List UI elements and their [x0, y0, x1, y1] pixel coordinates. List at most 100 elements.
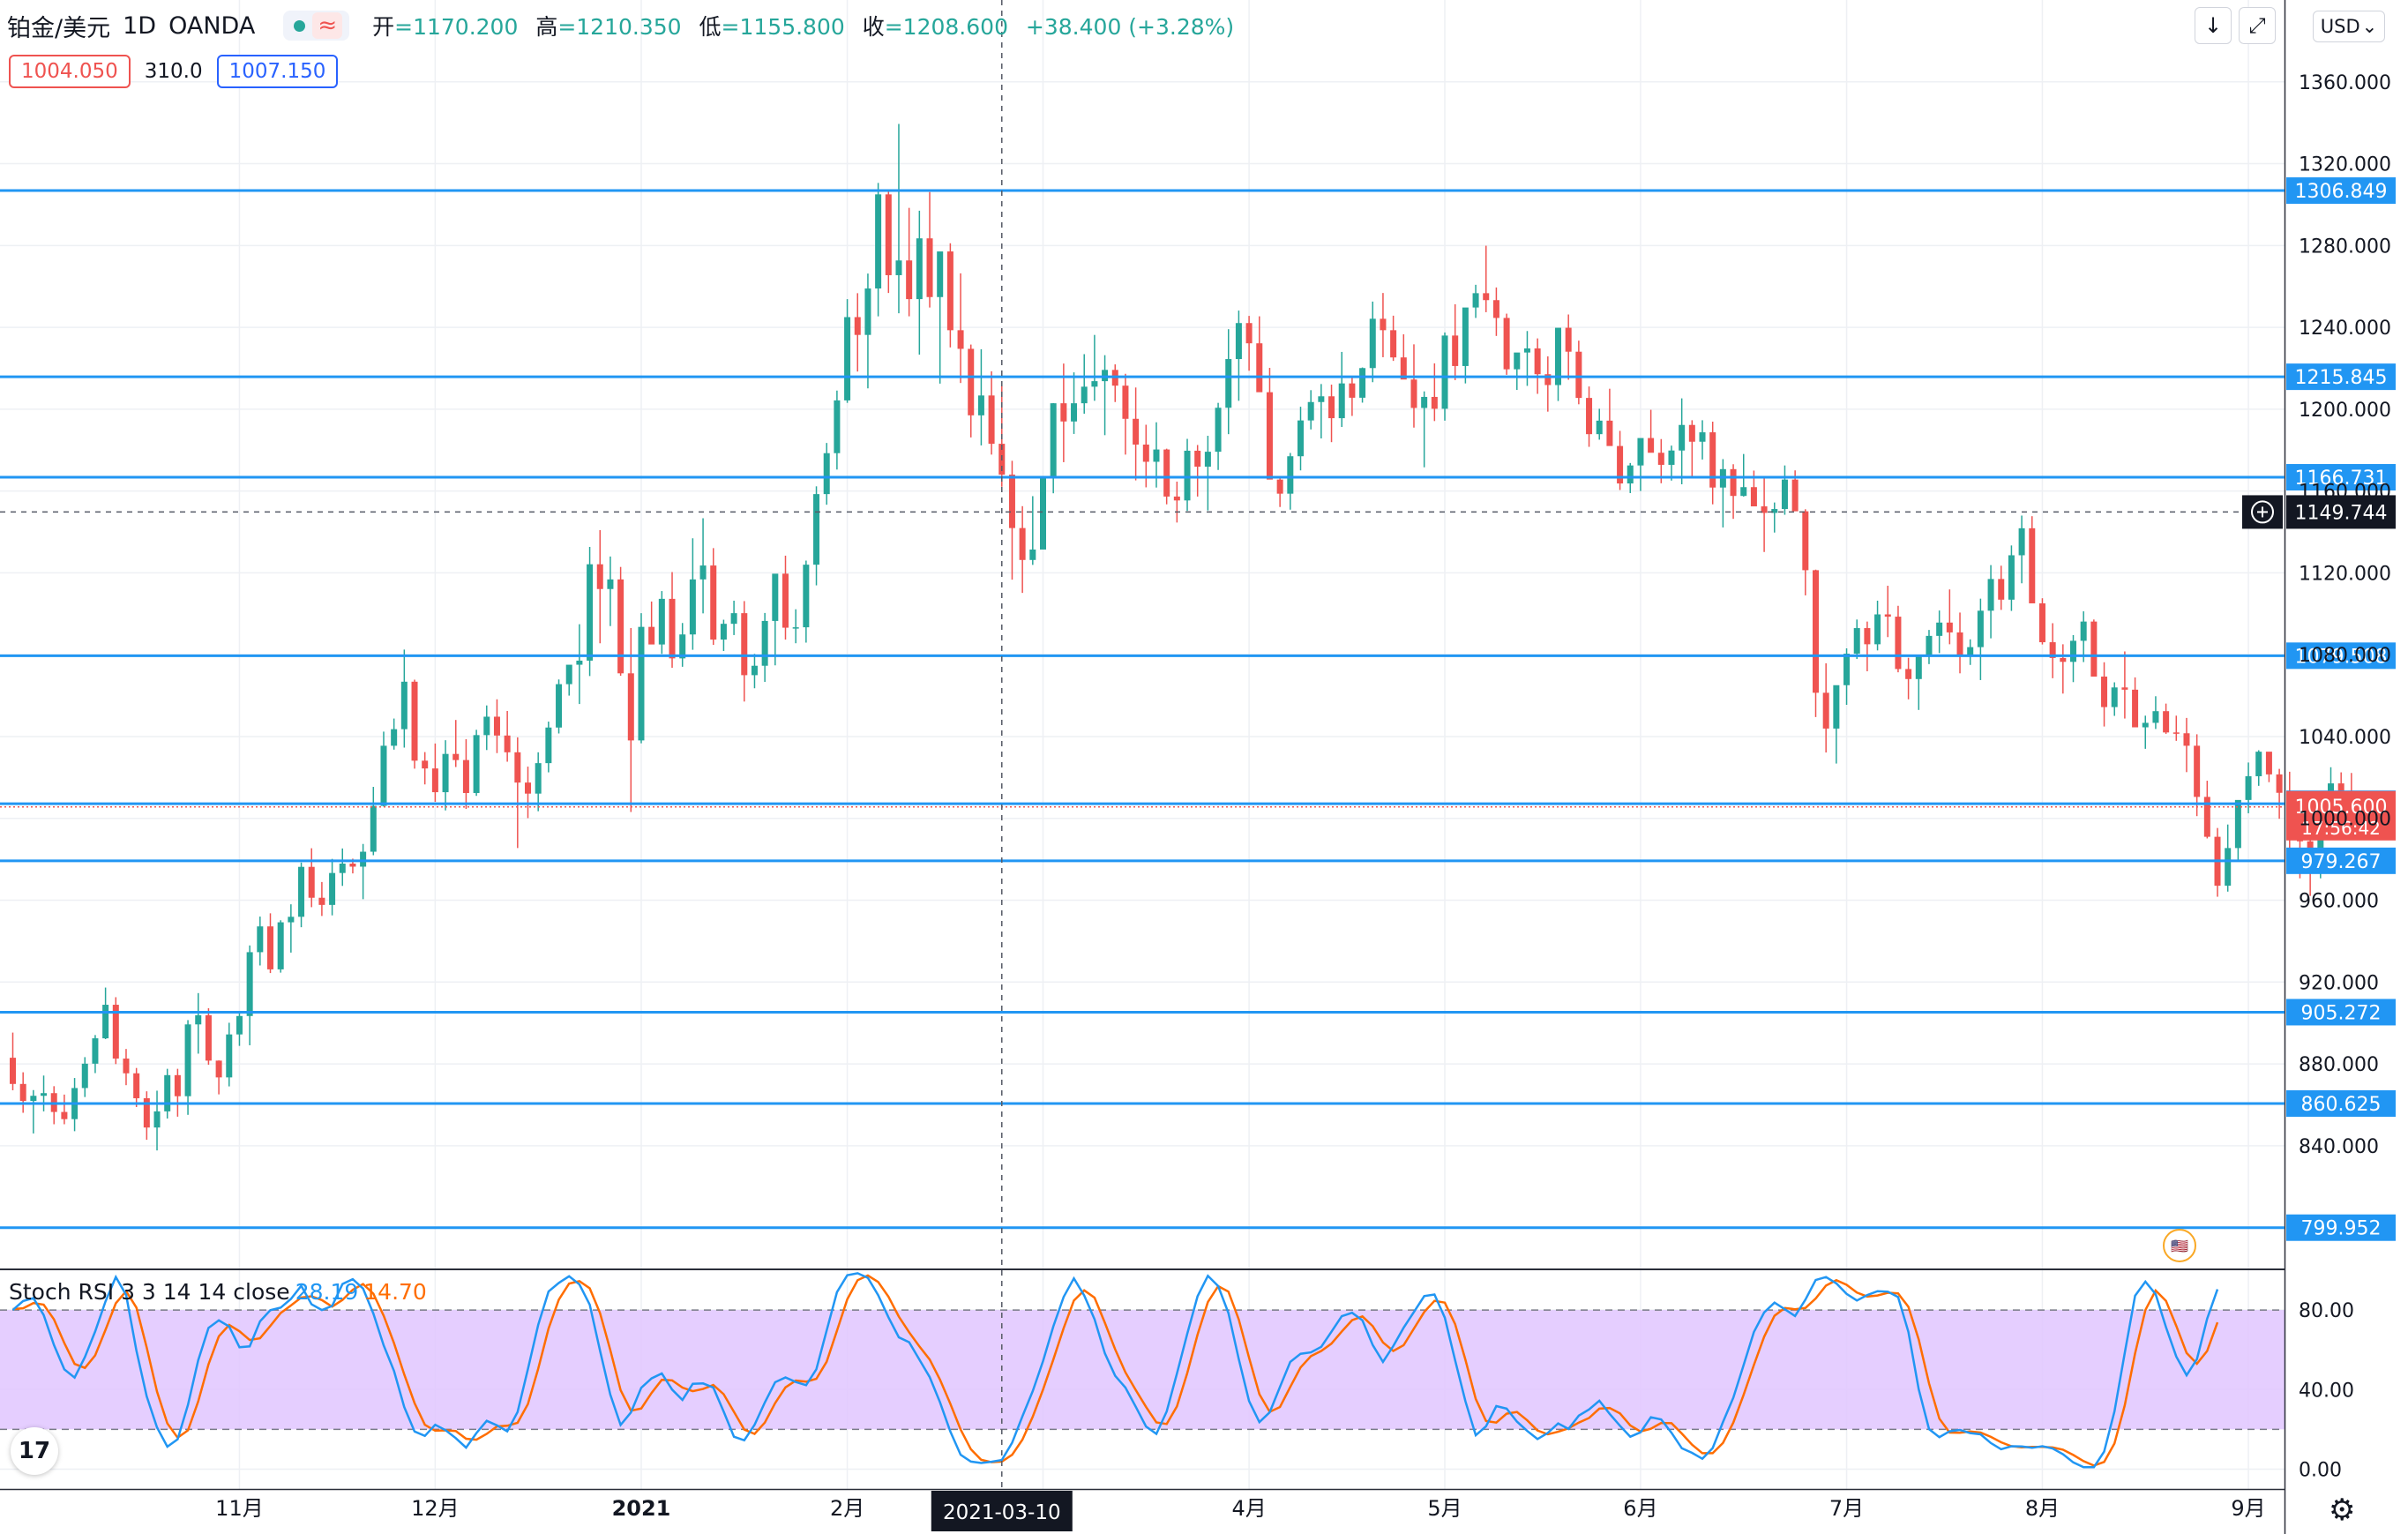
candle-body [565, 664, 572, 685]
stoch-k-value: 28.19 [295, 1279, 359, 1305]
candle-body [1287, 456, 1294, 494]
price-tick-label: 960.000 [2299, 891, 2379, 913]
stoch-rsi-legend[interactable]: Stoch RSI 3 3 14 14 close 28.19 14.70 [9, 1279, 427, 1305]
last-price-label: 1005.600 [2295, 797, 2388, 819]
candle-body [61, 1111, 68, 1119]
currency-select[interactable]: USD ⌄ [2313, 11, 2385, 42]
tradingview-logo-icon[interactable]: 17 [11, 1427, 58, 1475]
candle-body [1328, 396, 1335, 419]
candle-body [1503, 318, 1510, 370]
candle-body [864, 288, 871, 335]
gear-icon[interactable]: ⚙ [2329, 1493, 2356, 1528]
buy-button[interactable]: 1007.150 [216, 55, 339, 88]
candle-body [2101, 677, 2108, 707]
candle-body [617, 579, 624, 674]
candle-body [875, 194, 882, 289]
level-price-label: 1166.731 [2295, 468, 2388, 490]
candle-body [741, 613, 748, 676]
candle-body [257, 926, 264, 953]
candle-body [844, 317, 851, 400]
level-price-label: 1306.849 [2295, 181, 2388, 203]
candle-body [1688, 424, 1695, 442]
open-value: =1170.200 [394, 14, 519, 40]
candle-body [1122, 385, 1129, 419]
timeframe-label[interactable]: 1D [123, 11, 157, 40]
candle-body [772, 573, 779, 621]
fullscreen-icon[interactable]: ⤢ [2239, 7, 2276, 44]
candle-body [2142, 722, 2149, 728]
price-tick-label: 1120.000 [2299, 563, 2391, 585]
change-value: +38.400 (+3.28%) [1025, 14, 1235, 40]
candle-body [41, 1093, 48, 1096]
price-tick-label: 1360.000 [2299, 72, 2391, 94]
candle-body [1596, 420, 1603, 435]
candle-body [2070, 640, 2076, 662]
candle-body [977, 395, 984, 415]
candle-body [329, 872, 336, 905]
high-label: 高 [535, 14, 558, 40]
level-price-tag [2286, 999, 2396, 1026]
level-price-label: 1079.508 [2295, 646, 2388, 668]
candle-body [792, 627, 799, 629]
candle-body [1071, 403, 1078, 422]
candle-body [483, 716, 490, 736]
candle-body [391, 729, 398, 746]
candle-body [112, 1005, 119, 1059]
symbol-header: 铂金/美元 1D OANDA ≈ 开=1170.200 高=1210.350 低… [7, 7, 1245, 44]
symbol-name[interactable]: 铂金/美元 [7, 14, 111, 42]
candle-body [1998, 579, 2005, 600]
stoch-tick-label: 80.00 [2299, 1300, 2354, 1322]
candle-body [2203, 797, 2210, 837]
candle-body [669, 598, 676, 659]
candle-body [730, 613, 737, 625]
price-tick-label: 880.000 [2299, 1054, 2379, 1076]
crosshair-date-label: 2021-03-10 [943, 1501, 1061, 1524]
price-tick-label: 1320.000 [2299, 154, 2391, 176]
price-tick-label: 1240.000 [2299, 318, 2391, 340]
candle-body [2265, 752, 2272, 774]
candle-body [2090, 621, 2098, 677]
sell-button[interactable]: 1004.050 [9, 55, 131, 88]
candle-body [360, 851, 367, 867]
us-economic-event-icon[interactable]: 🇺🇸 [2163, 1229, 2196, 1262]
chevron-down-icon: ⌄ [2361, 16, 2378, 37]
download-icon[interactable]: ↓ [2195, 7, 2232, 44]
candle-body [2255, 752, 2262, 776]
candle-body [1400, 357, 1407, 380]
candle-body [1215, 408, 1222, 453]
candle-body [411, 681, 418, 761]
level-price-label: 905.272 [2301, 1002, 2382, 1024]
market-status-pill[interactable]: ≈ [283, 11, 350, 41]
stoch-d-line [12, 1274, 2219, 1467]
candle-body [2225, 848, 2232, 887]
candle-body [1709, 432, 1716, 488]
candle-body [1421, 396, 1428, 408]
stoch-k-line [11, 1272, 2219, 1469]
candle-body [988, 395, 995, 445]
stoch-overbought-oversold-band [0, 1310, 2285, 1430]
candle-body [2049, 642, 2056, 658]
candle-body [1534, 348, 1541, 375]
price-tick-label: 920.000 [2299, 972, 2379, 994]
candle-body [556, 684, 563, 728]
candle-body [627, 673, 634, 741]
candle-body [1452, 335, 1459, 366]
candle-body [277, 922, 284, 969]
candle-body [2018, 528, 2025, 556]
candle-body [1946, 622, 1953, 632]
candle-body [1008, 475, 1015, 528]
level-price-tag [2286, 1090, 2396, 1118]
time-tick-label: 9月 [2231, 1496, 2265, 1521]
candle-body [246, 952, 253, 1016]
candle-body [782, 573, 789, 628]
candle-body [946, 251, 953, 331]
candle-body [1483, 293, 1490, 301]
time-tick-label: 2021 [612, 1496, 671, 1521]
candle-body [370, 805, 377, 852]
candle-body [689, 579, 696, 635]
candle-body [30, 1096, 37, 1102]
candle-body [143, 1098, 150, 1128]
high-value: =1210.350 [557, 14, 682, 40]
